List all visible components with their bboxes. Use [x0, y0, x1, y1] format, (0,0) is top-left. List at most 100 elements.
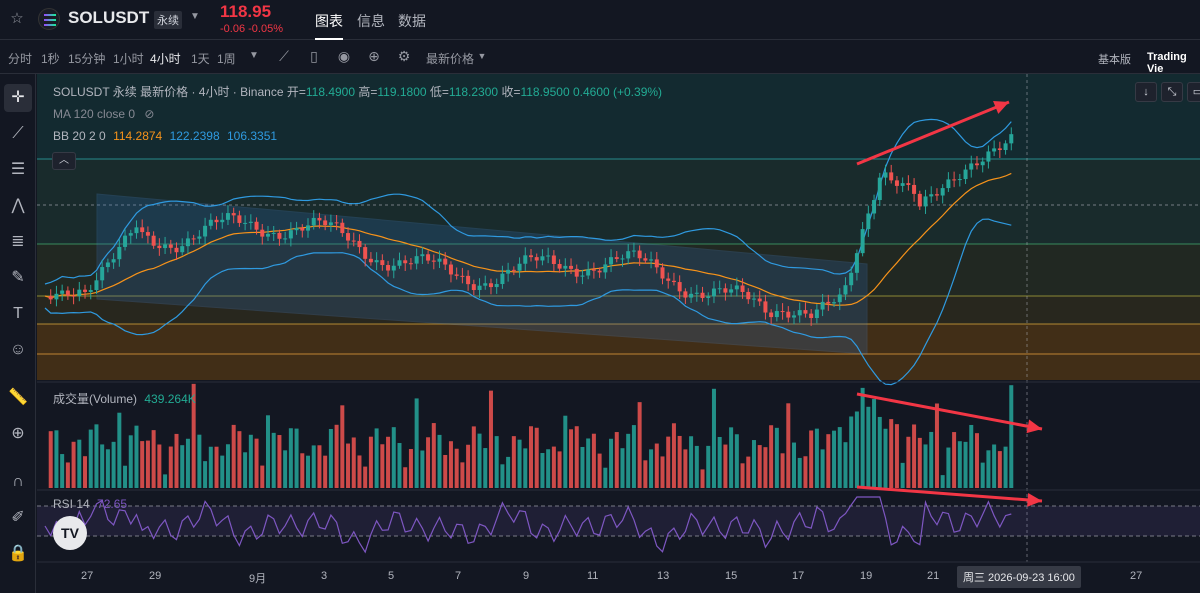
fullscreen-icon[interactable]: ⤡ [1161, 82, 1183, 102]
candle-body [94, 280, 99, 291]
horizontal-lines-icon[interactable]: ☰ [10, 161, 26, 178]
volume-bar [317, 445, 322, 488]
collapse-legend-button[interactable]: ︿ [52, 152, 76, 170]
candle-body [100, 267, 105, 281]
candle-body [889, 172, 894, 181]
zoom-in-icon[interactable]: ⊕ [11, 425, 25, 442]
timeframe-15m[interactable]: 15分钟 [68, 52, 106, 66]
volume-bar [792, 442, 797, 488]
fibonacci-icon[interactable]: ≣ [11, 233, 25, 250]
candle-body [894, 180, 899, 186]
volume-bar [1003, 446, 1008, 488]
timeframe-more-icon[interactable]: ▼ [249, 50, 259, 61]
volume-bar [986, 450, 991, 488]
volume-bar [168, 446, 173, 488]
trendline-icon[interactable]: ⟋ [12, 125, 24, 142]
volume-bar [597, 453, 602, 488]
candle-body [883, 172, 888, 178]
symbol-name[interactable]: SOLUSDT [68, 8, 150, 27]
price-type-select[interactable]: 最新价格 [426, 52, 475, 66]
candle-body [563, 265, 568, 269]
candle-body [540, 256, 545, 261]
candle-body [734, 285, 739, 290]
volume-bar [237, 431, 242, 488]
price-type-chevron-icon[interactable]: ▼ [477, 51, 487, 61]
rsi-band [37, 506, 1200, 536]
timeframe-1d[interactable]: 1天 [191, 52, 210, 66]
legend-open-label: 开= [286, 85, 306, 99]
timeframe-1w[interactable]: 1周 [217, 52, 236, 66]
text-icon[interactable]: T [13, 305, 23, 322]
volume-bar [431, 423, 436, 488]
timeframe-4h[interactable]: 4小时 [150, 52, 181, 66]
candle-body [717, 288, 722, 290]
header-bar: ☆ SOLUSDT 永续 ▼ 118.95 -0.06 -0.05% 图表 信息… [0, 0, 1200, 40]
chart-area[interactable]: SOLUSDT 永续 最新价格 · 4小时 · Binance 开=118.49… [37, 74, 1200, 593]
brush-icon[interactable]: ✎ [11, 269, 25, 286]
crosshair-time-tag: 周三 2026-09-23 16:00 [957, 566, 1081, 588]
candle-body [860, 229, 865, 254]
candlestick-icon[interactable]: ▯ [310, 48, 318, 64]
volume-bar [820, 449, 825, 488]
volume-bar [946, 447, 951, 488]
arrow-down-icon[interactable]: ↓ [1135, 82, 1157, 102]
timeframe-1s[interactable]: 1秒 [41, 52, 60, 66]
volume-bar [460, 462, 465, 488]
volume-bar [974, 433, 979, 488]
favorite-star-icon[interactable]: ☆ [10, 10, 24, 27]
volume-bar [283, 450, 288, 488]
ma-legend[interactable]: MA 120 close 0 ⊘ [53, 107, 154, 121]
volume-bar [774, 427, 779, 488]
pattern-icon[interactable]: ⋀ [11, 197, 25, 214]
add-indicator-icon[interactable]: ⊕ [368, 48, 380, 64]
volume-bar [443, 454, 448, 488]
bb-legend[interactable]: BB 20 2 0 114.2874 122.2398 106.3351 [53, 129, 277, 143]
volume-bar [883, 428, 888, 488]
timeframe-1h[interactable]: 1小时 [113, 52, 144, 66]
volume-bar [872, 398, 877, 488]
chevron-down-icon[interactable]: ▼ [190, 11, 200, 22]
tab-data[interactable]: 数据 [398, 13, 426, 29]
candle-body [323, 220, 328, 226]
volume-bar [60, 454, 65, 488]
timeframe-time[interactable]: 分时 [8, 52, 33, 66]
ruler-icon[interactable]: 📏 [8, 389, 28, 406]
candle-body [128, 233, 133, 236]
lock-drawing-icon[interactable]: ✐ [11, 509, 25, 526]
candle-body [694, 292, 699, 294]
lock-icon[interactable]: 🔒 [8, 545, 28, 562]
xaxis-label: 15 [725, 570, 738, 582]
volume-bar [300, 453, 305, 488]
candle-body [980, 161, 985, 166]
volume-bar [214, 446, 219, 488]
volume-bar [814, 428, 819, 488]
candle-body [506, 269, 511, 274]
view-tradingview[interactable]: Trading Vie [1147, 51, 1187, 75]
candle-body [265, 233, 270, 237]
candle-body [431, 260, 436, 262]
crosshair-icon[interactable]: ✛ [4, 84, 32, 112]
settings-icon[interactable]: ⚙ [397, 48, 411, 64]
volume-bar [408, 449, 413, 488]
candle-body [277, 232, 282, 239]
camera-icon[interactable]: ◉ [337, 48, 351, 64]
volume-bar [248, 434, 253, 488]
zone-band [37, 159, 1200, 244]
candle-body [551, 255, 556, 265]
volume-bar [386, 436, 391, 488]
magnet-icon[interactable]: ∩ [12, 473, 24, 490]
line-chart-icon[interactable]: ⟋ [279, 48, 289, 64]
chart-canvas[interactable] [37, 74, 1200, 593]
tab-chart[interactable]: 图表 [315, 13, 343, 40]
ma-label: MA 120 close 0 [53, 107, 136, 121]
view-basic[interactable]: 基本版 [1098, 54, 1131, 66]
volume-bar [231, 424, 236, 488]
tab-info[interactable]: 信息 [357, 13, 385, 29]
xaxis-label: 3 [321, 570, 328, 582]
legend-title: SOLUSDT 永续 最新价格 · 4小时 · Binance [53, 85, 284, 99]
candle-body [386, 265, 391, 271]
candle-body [437, 258, 442, 262]
eye-hidden-icon[interactable]: ⊘ [144, 107, 155, 121]
emoji-icon[interactable]: ☺ [9, 341, 27, 358]
screenshot-icon[interactable]: ▭ [1187, 82, 1200, 102]
